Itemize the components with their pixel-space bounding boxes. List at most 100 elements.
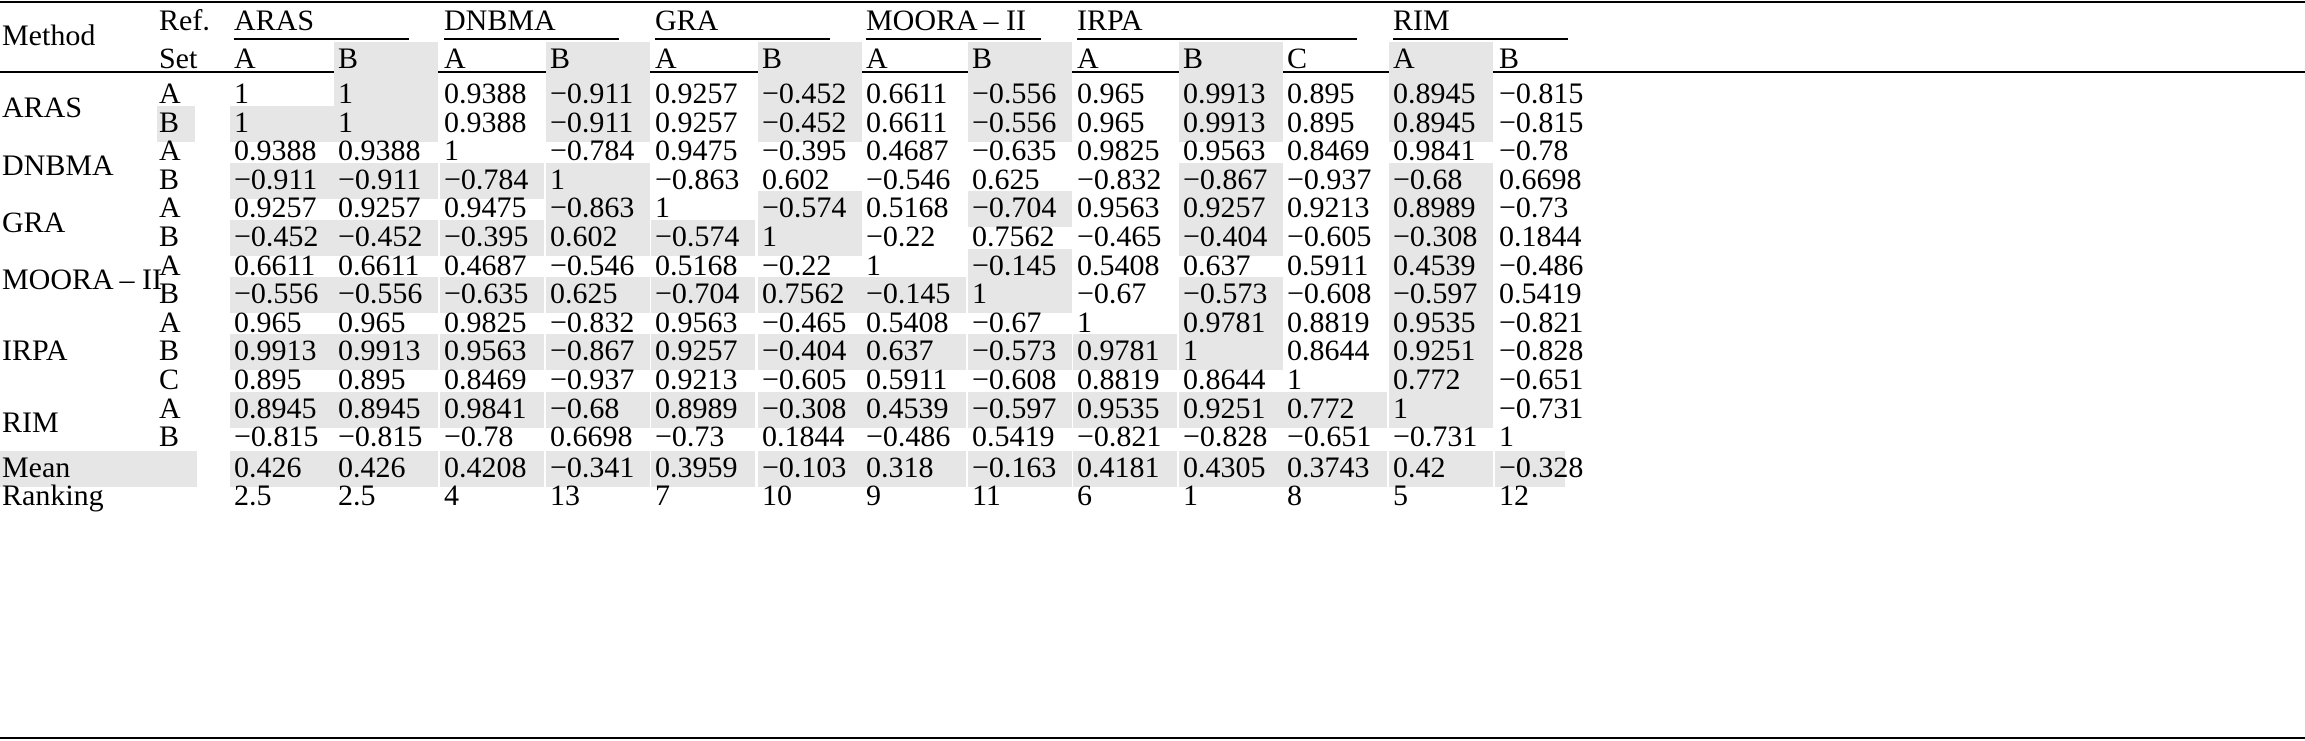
method-header: Method bbox=[2, 19, 96, 52]
table-cell: 0.8945 bbox=[338, 391, 421, 425]
summary-shade bbox=[334, 450, 438, 487]
header-shade bbox=[1179, 42, 1283, 78]
table-cell: 0.6611 bbox=[866, 77, 948, 110]
table-cell: 0.9475 bbox=[444, 191, 527, 225]
table-cell: 0.9913 bbox=[338, 334, 421, 368]
table-cell: −0.395 bbox=[444, 220, 529, 253]
table-cell: 0.5911 bbox=[1287, 248, 1369, 282]
set-cell: B bbox=[159, 105, 180, 139]
group-underline-1 bbox=[444, 38, 619, 40]
table-cell: −0.828 bbox=[1183, 420, 1268, 454]
table-cell: 1 bbox=[655, 191, 670, 225]
summary-shade bbox=[1179, 450, 1283, 487]
cell-shade bbox=[334, 277, 438, 314]
table-cell: 0.8989 bbox=[1393, 191, 1476, 225]
table-cell: 0.4539 bbox=[866, 391, 949, 425]
summary-cell: 5 bbox=[1393, 479, 1408, 513]
set-subheader: A bbox=[1393, 42, 1415, 75]
cell-shade bbox=[1179, 162, 1283, 199]
set-subheader: A bbox=[234, 42, 256, 75]
table-cell: −0.556 bbox=[338, 277, 423, 311]
method-row-label: ARAS bbox=[2, 91, 83, 125]
cell-shade bbox=[651, 391, 755, 428]
table-cell: −0.651 bbox=[1287, 420, 1372, 454]
summary-shade bbox=[1283, 450, 1387, 487]
table-cell: 0.8644 bbox=[1183, 363, 1266, 396]
table-cell: 0.9913 bbox=[1183, 105, 1266, 139]
table-cell: −0.395 bbox=[762, 134, 847, 168]
summary-shade bbox=[1495, 450, 1565, 487]
table-cell: 0.7562 bbox=[972, 220, 1055, 253]
table-cell: 0.9388 bbox=[444, 77, 527, 110]
table-cell: −0.911 bbox=[234, 162, 318, 196]
summary-cell: −0.103 bbox=[762, 450, 847, 484]
cell-shade bbox=[1179, 77, 1283, 113]
summary-cell: −0.341 bbox=[550, 450, 635, 484]
table-cell: −0.704 bbox=[972, 191, 1057, 225]
table-cell: 0.4539 bbox=[1393, 248, 1476, 282]
set-cell: B bbox=[159, 162, 180, 196]
method-row-label: MOORA – II bbox=[2, 262, 163, 296]
ref-header: Ref. bbox=[159, 4, 210, 37]
method-row-label: DNBMA bbox=[2, 148, 114, 182]
table-cell: 0.9563 bbox=[1183, 134, 1266, 168]
summary-label: Mean bbox=[2, 450, 71, 484]
table-cell: 1 bbox=[1287, 363, 1302, 396]
table-cell: 0.895 bbox=[1287, 77, 1355, 110]
group-underline-4 bbox=[1077, 38, 1357, 40]
table-cell: 0.965 bbox=[234, 305, 302, 339]
table-cell: 0.602 bbox=[762, 162, 830, 196]
table-cell: −0.73 bbox=[655, 420, 725, 454]
summary-shade bbox=[1073, 450, 1177, 487]
table-cell: 0.5911 bbox=[866, 363, 948, 396]
table-cell: −0.308 bbox=[1393, 220, 1478, 253]
table-cell: −0.911 bbox=[550, 105, 634, 139]
table-cell: −0.574 bbox=[655, 220, 740, 253]
table-cell: 1 bbox=[972, 277, 987, 311]
cell-shade bbox=[1389, 77, 1493, 113]
table-cell: −0.867 bbox=[550, 334, 635, 368]
table-cell: 0.895 bbox=[234, 363, 302, 396]
table-cell: −0.704 bbox=[655, 277, 740, 311]
cell-shade bbox=[758, 77, 862, 113]
method-row-label: GRA bbox=[2, 205, 66, 239]
table-cell: −0.452 bbox=[762, 105, 847, 139]
cell-shade bbox=[1179, 391, 1283, 428]
summary-cell: 2.5 bbox=[234, 479, 272, 513]
summary-cell: 11 bbox=[972, 479, 1001, 513]
table-cell: 1 bbox=[1183, 334, 1198, 368]
table-cell: −0.821 bbox=[1077, 420, 1162, 454]
table-cell: 0.4687 bbox=[866, 134, 949, 168]
cell-shade bbox=[546, 334, 650, 371]
table-cell: 1 bbox=[234, 105, 249, 139]
group-header: DNBMA bbox=[444, 4, 556, 37]
cell-shade bbox=[546, 277, 650, 314]
table-cell: 0.8819 bbox=[1287, 305, 1370, 339]
table-cell: −0.911 bbox=[550, 77, 634, 110]
set-cell: B bbox=[159, 334, 180, 368]
table-cell: 1 bbox=[234, 77, 249, 110]
group-underline-0 bbox=[234, 38, 409, 40]
table-cell: 1 bbox=[444, 134, 459, 168]
table-cell: −0.731 bbox=[1393, 420, 1478, 454]
table-cell: −0.863 bbox=[655, 162, 740, 196]
table-cell: 0.6611 bbox=[234, 248, 316, 282]
cell-shade bbox=[440, 162, 544, 199]
summary-cell: 0.4305 bbox=[1183, 450, 1266, 484]
table-cell: −0.573 bbox=[1183, 277, 1268, 311]
set-subheader: A bbox=[655, 42, 677, 75]
table-cell: 0.7562 bbox=[762, 277, 845, 311]
group-header: MOORA – II bbox=[866, 4, 1027, 37]
cell-shade bbox=[758, 191, 862, 228]
table-cell: 0.6611 bbox=[866, 105, 948, 139]
table-cell: −0.465 bbox=[762, 305, 847, 339]
cell-shade bbox=[1283, 391, 1387, 428]
summary-shade bbox=[230, 450, 334, 487]
set-cell: B bbox=[159, 220, 180, 253]
cell-shade bbox=[334, 391, 438, 428]
table-cell: 0.9388 bbox=[444, 105, 527, 139]
summary-cell: −0.163 bbox=[972, 450, 1057, 484]
set-cell: A bbox=[159, 77, 181, 110]
table-cell: 0.965 bbox=[338, 305, 406, 339]
header-shade bbox=[334, 42, 438, 78]
